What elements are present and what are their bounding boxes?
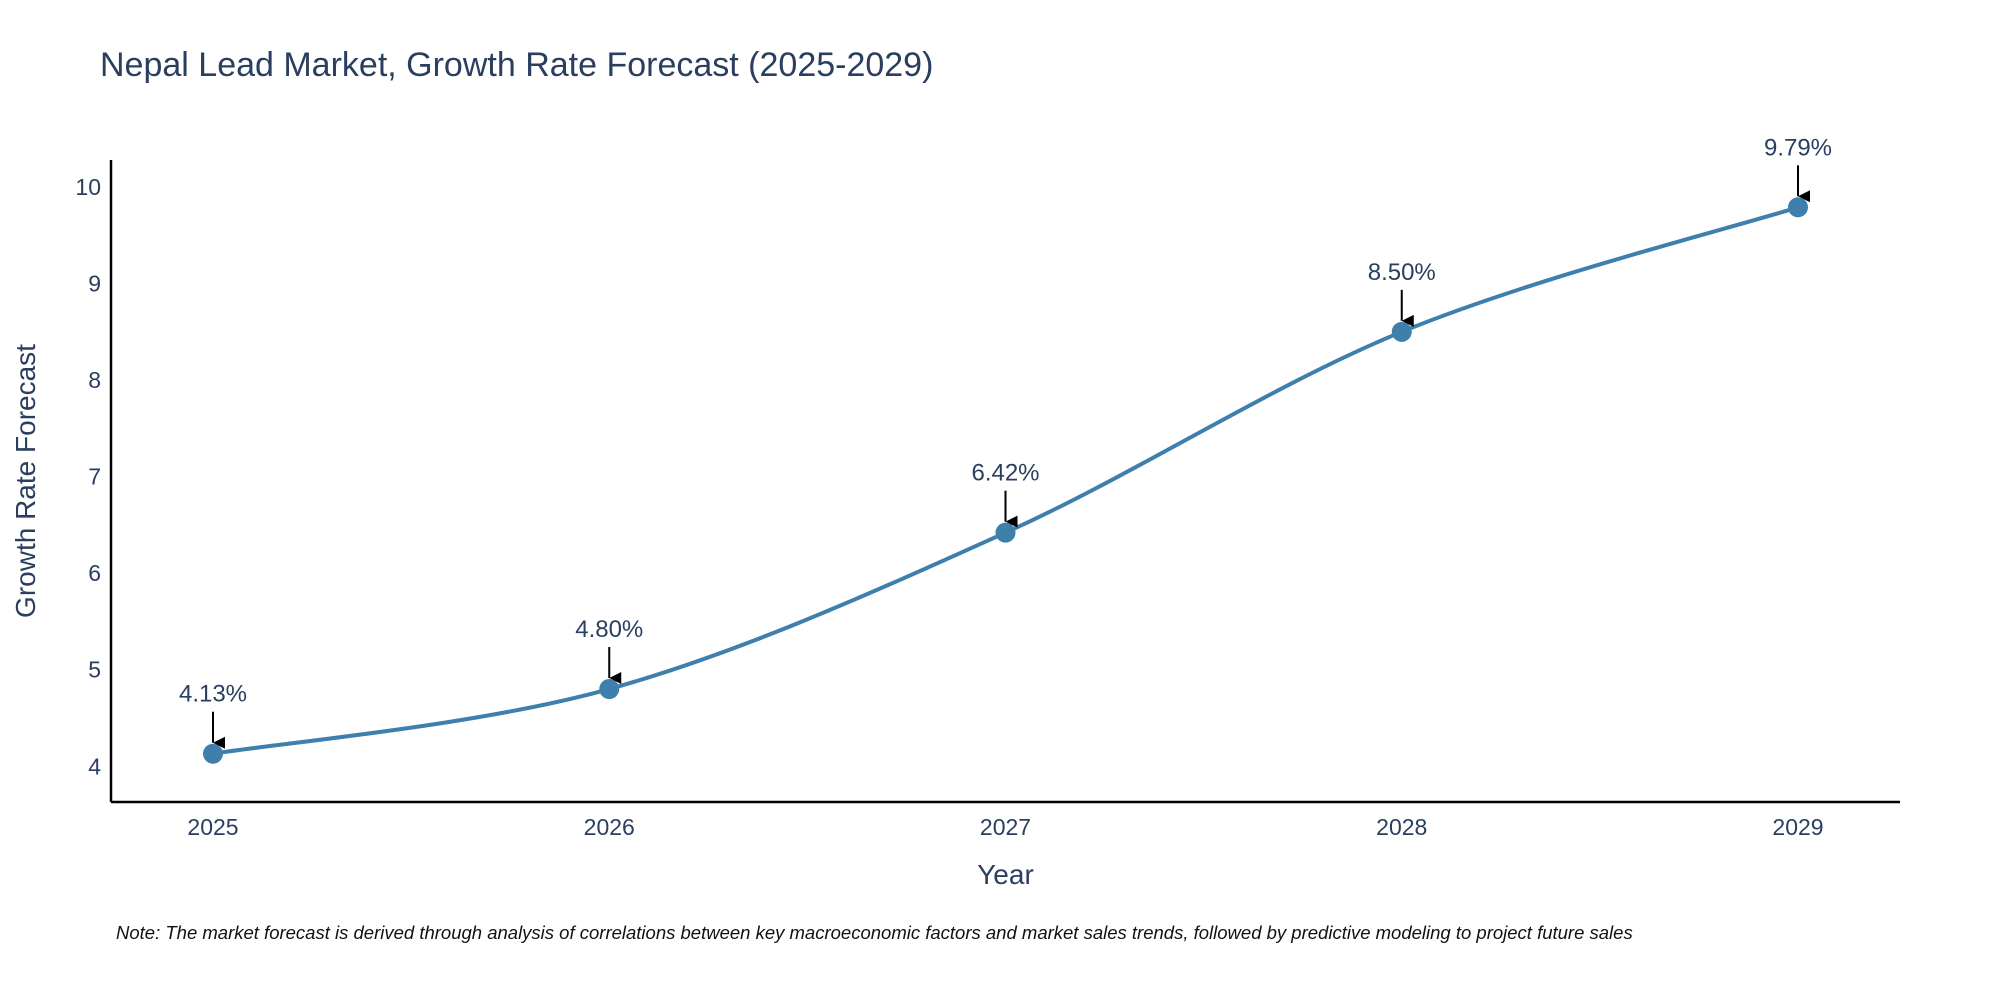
y-tick-label: 7 xyxy=(88,464,101,490)
data-label: 4.13% xyxy=(179,681,247,708)
data-point xyxy=(1788,197,1808,218)
y-tick-label: 9 xyxy=(88,271,101,297)
axes: 4 5 6 7 8 9 10 2025 2026 2027 2028 2029 Year Growth R… xyxy=(10,160,1900,890)
series-group xyxy=(203,197,1808,764)
data-point xyxy=(995,522,1016,543)
x-tick-label: 2027 xyxy=(980,814,1031,840)
x-tick-label: 2025 xyxy=(187,814,238,840)
chart-title: Nepal Lead Market, Growth Rate Forecast … xyxy=(100,46,934,84)
y-tick-label: 8 xyxy=(88,367,101,393)
data-point xyxy=(203,743,223,764)
data-label: 6.42% xyxy=(971,460,1039,487)
y-tick-label: 6 xyxy=(88,560,101,586)
x-tick-label: 2028 xyxy=(1376,814,1427,840)
y-axis-title: Growth Rate Forecast xyxy=(10,344,41,618)
data-point xyxy=(599,679,620,700)
y-tick-label: 10 xyxy=(75,174,101,200)
x-tick-label: 2029 xyxy=(1772,814,1823,840)
x-tick-label: 2026 xyxy=(584,814,635,840)
data-label-group: 4.13% 4.80% 6.42% 8.50% 9.79% xyxy=(179,134,1832,749)
chart-footnote: Note: The market forecast is derived thr… xyxy=(116,922,1633,943)
y-tick-label: 4 xyxy=(88,753,101,779)
y-tick-label: 5 xyxy=(88,657,101,683)
data-label: 8.50% xyxy=(1368,259,1436,286)
data-point xyxy=(1391,321,1412,342)
data-label: 4.80% xyxy=(575,616,643,643)
x-axis-title: Year xyxy=(977,859,1034,890)
data-label: 9.79% xyxy=(1764,134,1832,161)
